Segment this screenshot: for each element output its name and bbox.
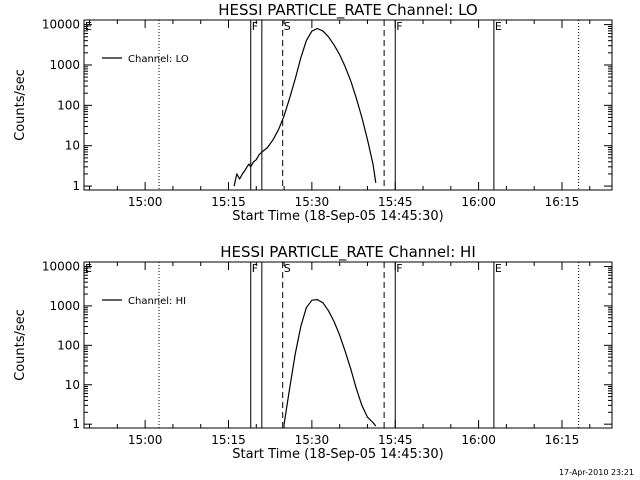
plot-frame [83, 261, 613, 429]
chart-panel-1: HESSI PARTICLE_RATE Channel: HI 15:00 15:1… [13, 243, 613, 462]
y-tick-label: 1000 [49, 299, 80, 313]
plot-content [84, 20, 580, 190]
y-tick-label: 10000 [42, 18, 80, 32]
x-tick-label: 15:15 [211, 195, 246, 209]
event-marker-label: S [284, 20, 291, 33]
x-tick-label: 15:45 [378, 195, 413, 209]
x-tick-label: 15:00 [128, 195, 163, 209]
x-axis-title: Start Time (18-Sep-05 14:45:30) [232, 447, 443, 462]
x-tick-label: 16:15 [545, 195, 580, 209]
y-tick-label: 10 [65, 378, 80, 392]
y-axis-title: Counts/sec [13, 69, 28, 141]
event-marker-label: F [396, 262, 402, 275]
event-marker-label: F [252, 20, 258, 33]
x-tick-label: 15:15 [211, 433, 246, 447]
y-tick-label: 10000 [42, 259, 80, 273]
y-tick-label: 1000 [49, 58, 80, 72]
x-tick-label: 15:30 [295, 195, 330, 209]
x-axis-title: Start Time (18-Sep-05 14:45:30) [232, 209, 443, 224]
y-tick-label: 1 [72, 417, 80, 431]
event-marker-label: F [396, 20, 402, 33]
x-tick-label: 16:15 [545, 433, 580, 447]
series-line [233, 27, 377, 187]
y-axis-title: Counts/sec [13, 309, 28, 381]
y-tick-label: 100 [57, 98, 80, 112]
event-marker-label: E [85, 20, 92, 33]
event-marker-label: S [284, 262, 291, 275]
y-tick-label: 100 [57, 338, 80, 352]
legend-label: Channel: HI [128, 296, 186, 307]
x-tick-label: 16:00 [461, 433, 496, 447]
x-tick-label: 15:00 [128, 433, 163, 447]
event-marker-label: F [252, 262, 258, 275]
plot-frame [83, 19, 613, 191]
x-tick-label: 15:30 [295, 433, 330, 447]
series-line [283, 299, 377, 427]
chart-panel-0: HESSI PARTICLE_RATE Channel: LO 15:00 15:1… [13, 1, 613, 224]
chart-title: HESSI PARTICLE_RATE Channel: LO [218, 1, 477, 20]
chart-title: HESSI PARTICLE_RATE Channel: HI [220, 243, 476, 262]
plot-content [84, 262, 580, 428]
event-marker-label: E [85, 262, 92, 275]
y-tick-label: 1 [72, 179, 80, 193]
x-tick-label: 15:45 [378, 433, 413, 447]
y-tick-label: 10 [65, 139, 80, 153]
x-tick-label: 16:00 [461, 195, 496, 209]
event-marker-label: E [495, 20, 502, 33]
legend-label: Channel: LO [128, 54, 189, 65]
event-marker-label: E [495, 262, 502, 275]
footer-timestamp: 17-Apr-2010 23:21 [559, 468, 634, 477]
